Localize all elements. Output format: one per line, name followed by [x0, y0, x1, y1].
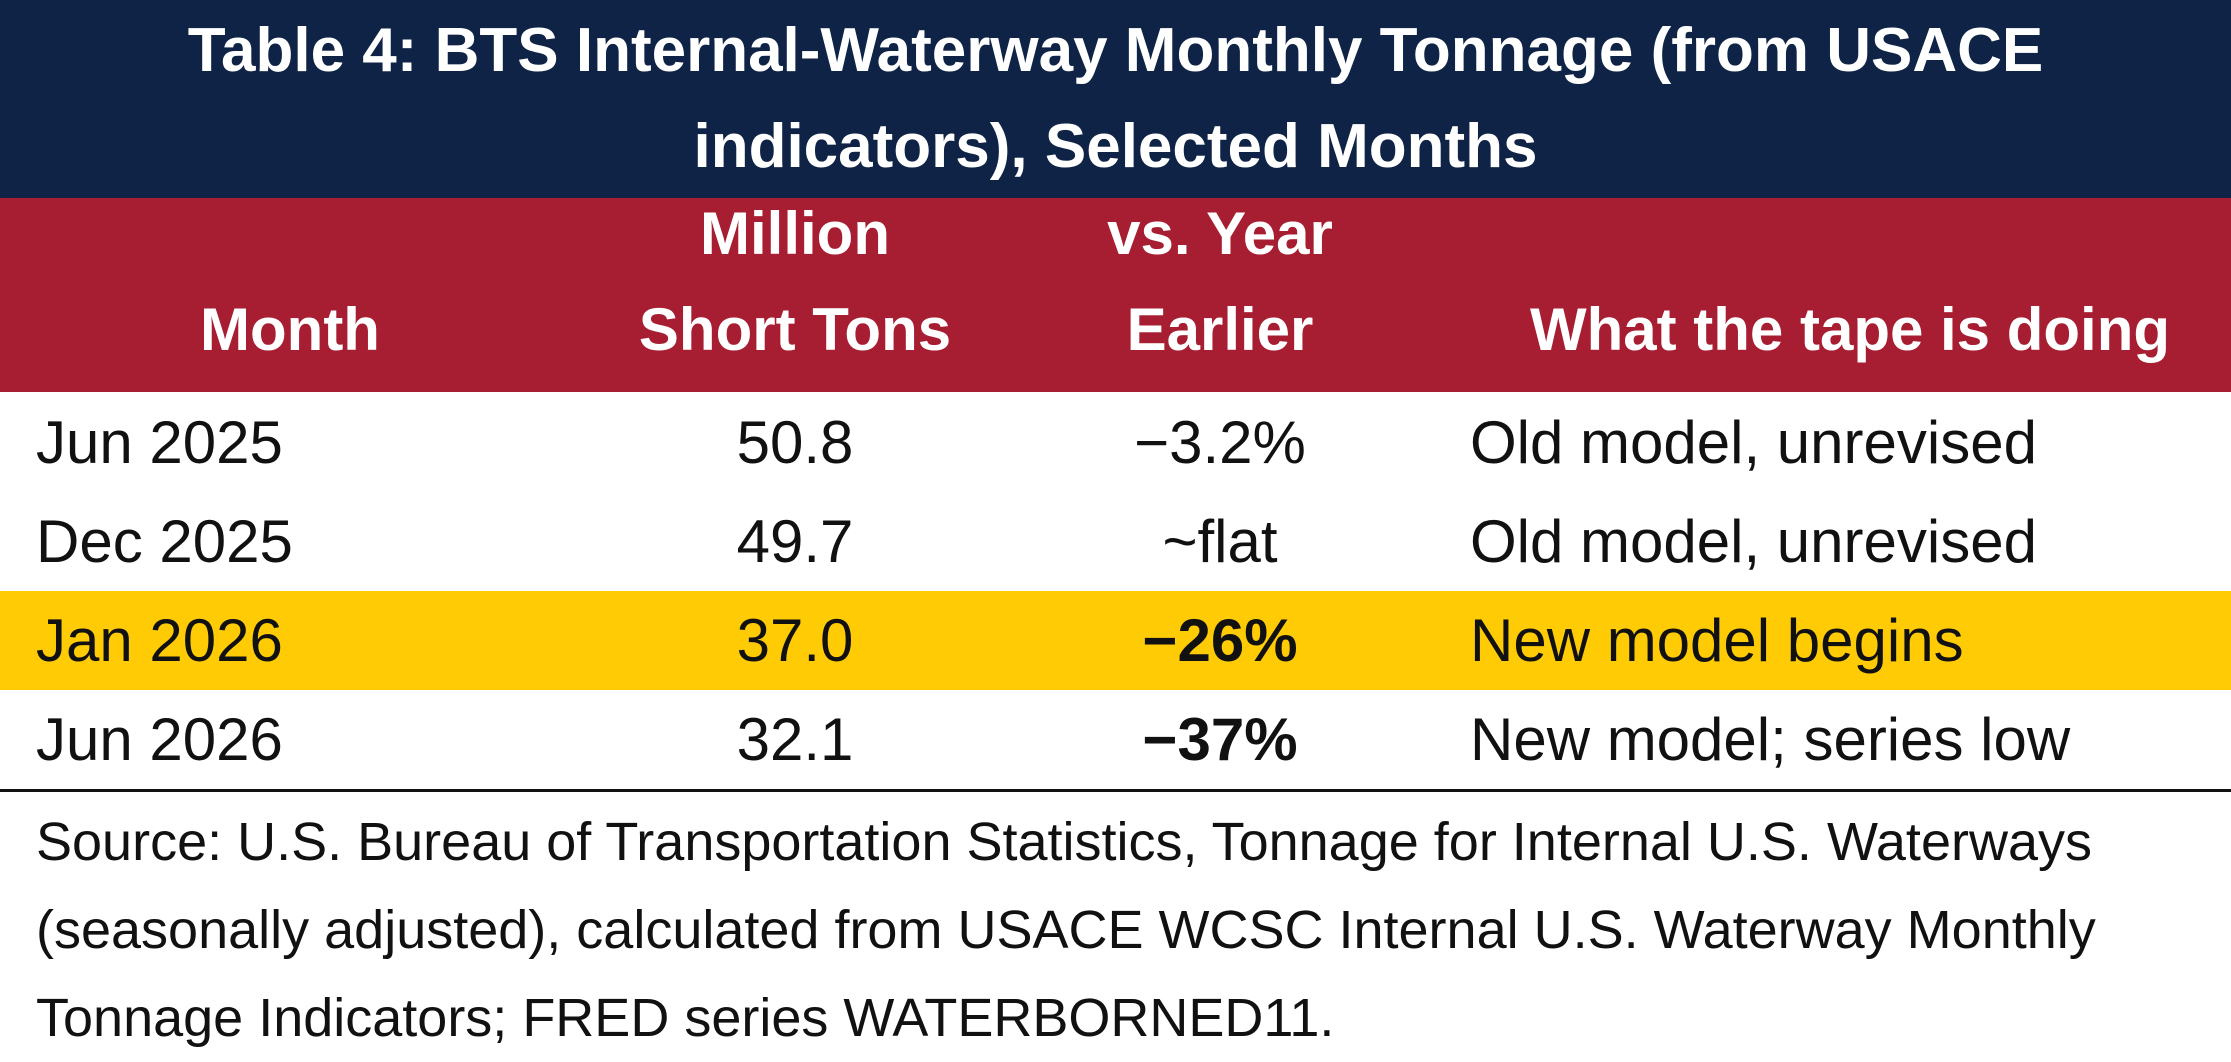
cell-tape: Old model, unrevised [1470, 508, 2037, 575]
cell-tape: New model; series low [1470, 706, 2071, 773]
column-header-tons-line1: Million [700, 200, 890, 267]
table-bottom-rule [0, 789, 2231, 792]
column-header-yoy: vs. Year Earlier [1000, 186, 1440, 378]
cell-tape: New model begins [1470, 607, 1964, 674]
table-row: Jun 2025 50.8 −3.2% Old model, unrevised [0, 393, 2231, 492]
cell-tons: 37.0 [736, 607, 854, 674]
table-header-row: Month Million Short Tons vs. Year Earlie… [0, 198, 2231, 392]
column-header-yoy-line1: vs. Year [1107, 200, 1333, 267]
table-row: Jun 2026 32.1 −37% New model; series low [0, 690, 2231, 789]
table-row-highlighted: Jan 2026 37.0 −26% New model begins [0, 591, 2231, 690]
cell-tons: 50.8 [736, 409, 854, 476]
cell-month: Dec 2025 [36, 508, 293, 575]
source-note: Source: U.S. Bureau of Transportation St… [36, 812, 2096, 1048]
cell-tape: Old model, unrevised [1470, 409, 2037, 476]
cell-month: Jun 2026 [36, 706, 283, 773]
cell-yoy: −37% [1142, 706, 1298, 773]
column-header-tons: Million Short Tons [560, 186, 1030, 378]
table-row: Dec 2025 49.7 ~flat Old model, unrevised [0, 492, 2231, 591]
cell-tons: 49.7 [736, 508, 854, 575]
column-header-month: Month [200, 296, 380, 363]
cell-tons: 32.1 [736, 706, 854, 773]
cell-month: Jan 2026 [36, 607, 283, 674]
cell-month: Jun 2025 [36, 409, 283, 476]
table-title: Table 4: BTS Internal-Waterway Monthly T… [0, 0, 2231, 198]
column-header-tons-line2: Short Tons [638, 296, 952, 363]
cell-yoy: ~flat [1162, 508, 1278, 575]
cell-yoy: −26% [1142, 607, 1298, 674]
column-header-yoy-line2: Earlier [1126, 296, 1314, 363]
cell-yoy: −3.2% [1134, 409, 1306, 476]
column-header-tape: What the tape is doing [1530, 296, 2170, 363]
